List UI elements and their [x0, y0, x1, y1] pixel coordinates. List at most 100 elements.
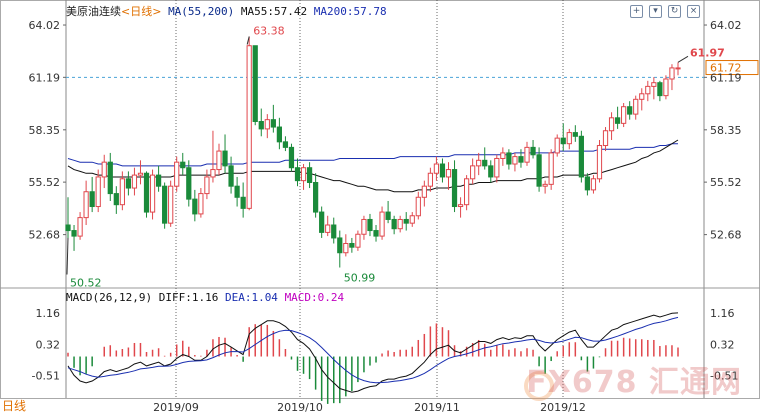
close-icon[interactable]: × [687, 5, 700, 18]
current-price-box [705, 60, 759, 76]
candle [663, 75, 669, 100]
candle [639, 88, 645, 111]
candle-body [210, 169, 216, 178]
candle [524, 141, 530, 166]
candle-body [95, 176, 101, 208]
candle-body [288, 146, 295, 169]
candle [584, 173, 591, 196]
candle [385, 200, 391, 224]
candle-body [349, 242, 355, 248]
candle-body [180, 161, 186, 169]
ma55-line [67, 139, 679, 193]
axis-labels: 64.02 64.02 61.19 61.19 58.35 58.35 55.52 55.52… [29, 19, 742, 414]
candle [548, 149, 554, 190]
price-tick-label-right: 64.02 [710, 19, 742, 32]
period-tab[interactable]: 日线 [2, 399, 27, 413]
candle [337, 230, 343, 268]
candle-body [566, 132, 572, 145]
candle-body [192, 198, 198, 215]
candle [192, 189, 198, 222]
candle [228, 156, 234, 194]
candle [276, 117, 283, 150]
candle-body [457, 204, 464, 208]
price-tick-label-left: 55.52 [29, 176, 61, 189]
candle [216, 143, 222, 176]
chart-grid [0, 0, 760, 399]
candle-body [578, 135, 584, 178]
macd-dea-line [67, 316, 679, 384]
candle-body [427, 172, 433, 187]
candle [137, 160, 144, 185]
candle-body [548, 152, 554, 185]
ma-indicator-label[interactable]: MA(55,200) [168, 5, 235, 18]
candle-body [168, 185, 174, 224]
candle [252, 45, 258, 126]
candle [403, 212, 409, 231]
price-tick-label-left: 52.68 [29, 229, 61, 242]
macd-tick-label-left: 0.32 [36, 338, 61, 351]
candle-body [294, 167, 301, 182]
price-tick-label-left: 61.19 [29, 71, 61, 84]
candle [409, 212, 415, 227]
candle [119, 171, 125, 211]
settings-icon[interactable]: ▾ [649, 5, 662, 18]
candle [512, 152, 518, 172]
candle-body [137, 172, 144, 176]
candle [294, 158, 301, 187]
candle [451, 160, 458, 213]
candle-body [421, 185, 427, 198]
candle [566, 128, 572, 150]
candle [306, 162, 313, 189]
candle [95, 169, 101, 213]
candle-body [663, 78, 669, 97]
candle [246, 36, 252, 211]
candle [168, 180, 174, 227]
candle [355, 230, 361, 251]
candle [234, 176, 240, 207]
ma55-value: MA55:57.42 [240, 5, 308, 18]
candle-body [530, 146, 536, 156]
candle-body [488, 165, 494, 178]
candle-body [258, 121, 264, 130]
candle-body [155, 174, 162, 187]
symbol-name[interactable]: 美原油连续 [66, 5, 121, 18]
last-high-label: 61.97 [690, 46, 725, 59]
candle [602, 127, 609, 152]
candle-body [596, 145, 603, 180]
candle [83, 180, 89, 226]
candle [313, 173, 319, 218]
zoom-in-icon[interactable]: + [630, 5, 643, 18]
candle [536, 147, 542, 192]
candle-body [500, 152, 506, 159]
candle [445, 162, 452, 190]
candle-body [113, 193, 119, 206]
period-label[interactable]: <日线> [121, 5, 162, 18]
date-tick-label: 2019/11 [414, 401, 460, 414]
candle-body [464, 178, 470, 206]
refresh-icon[interactable]: ↻ [668, 5, 681, 18]
candle-body [584, 176, 591, 191]
candle [361, 215, 367, 240]
candle-body [439, 163, 446, 178]
candle [482, 147, 488, 170]
candle-body [204, 176, 210, 195]
candle-body [651, 82, 657, 87]
high-label: 63.38 [253, 24, 284, 37]
candle [391, 215, 397, 235]
candle-body [560, 137, 566, 145]
candle-body [445, 169, 452, 178]
candle-body [657, 82, 663, 97]
candle-body [639, 93, 645, 100]
macd-indicator-label[interactable]: MACD(26,12,9) [66, 291, 153, 304]
candle [174, 156, 180, 192]
candle [578, 130, 584, 183]
candle-body [409, 215, 415, 224]
candle-body [77, 217, 83, 237]
candle [180, 152, 186, 176]
candle-body [506, 152, 512, 165]
candle-body [602, 130, 609, 147]
candle-body [572, 132, 578, 137]
price-tick-label-right: 52.68 [710, 229, 742, 242]
candle [439, 158, 446, 183]
candle [476, 152, 482, 176]
